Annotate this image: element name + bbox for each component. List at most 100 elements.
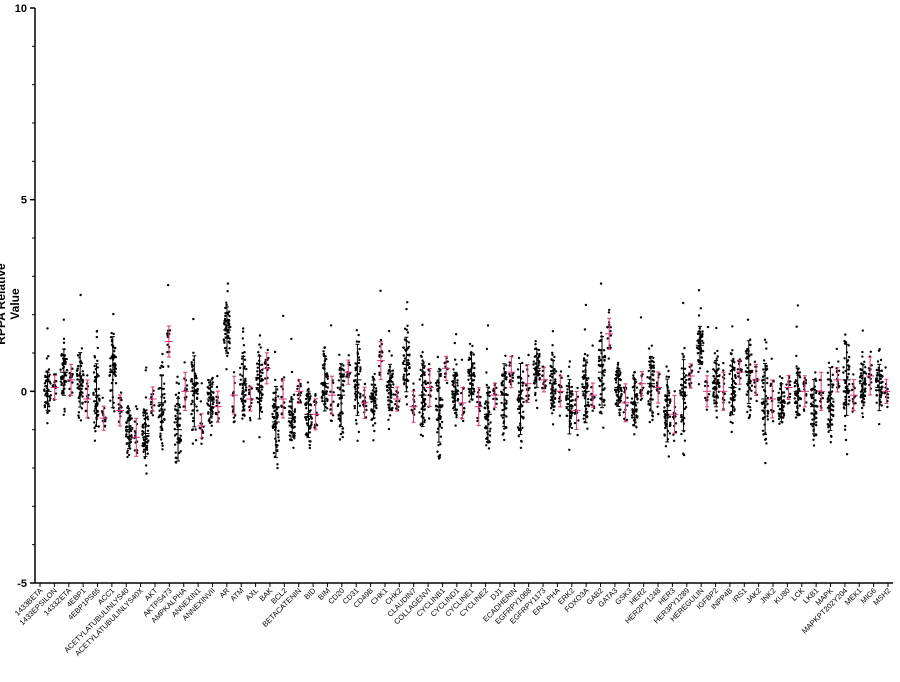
data-point: [603, 399, 606, 402]
data-point: [554, 370, 558, 373]
data-point: [468, 342, 472, 346]
data-point: [664, 414, 667, 418]
data-point: [730, 430, 733, 434]
data-point: [146, 418, 150, 421]
data-point: [391, 380, 394, 384]
data-point: [602, 349, 606, 352]
data-point: [353, 380, 356, 383]
data-point: [161, 352, 164, 356]
data-point: [553, 372, 556, 375]
data-point: [662, 410, 666, 413]
data-point: [618, 411, 621, 414]
data-point: [355, 329, 358, 332]
data-point: [440, 420, 444, 424]
data-point: [847, 372, 850, 376]
data-point: [810, 396, 813, 400]
data-point: [553, 397, 557, 400]
data-point: [370, 400, 373, 403]
data-point: [569, 417, 573, 420]
data-point: [113, 350, 116, 353]
data-point: [277, 436, 280, 439]
data-point: [306, 388, 309, 392]
data-point: [423, 371, 426, 374]
data-point: [559, 370, 563, 373]
data-point: [223, 341, 226, 344]
data-point: [68, 387, 71, 391]
data-point: [438, 454, 442, 457]
data-point: [125, 425, 128, 428]
data-point: [777, 417, 781, 421]
data-point: [699, 307, 702, 310]
data-point: [326, 407, 329, 410]
data-point: [455, 363, 458, 366]
data-point: [762, 381, 765, 385]
data-point: [568, 360, 571, 363]
data-point: [80, 387, 83, 391]
data-point: [549, 407, 553, 410]
data-point: [48, 399, 51, 402]
data-point: [194, 439, 198, 442]
data-point: [174, 451, 177, 454]
data-point: [683, 380, 686, 384]
data-point: [79, 419, 83, 422]
data-point: [112, 362, 116, 365]
data-point: [141, 433, 144, 436]
data-point: [832, 414, 835, 418]
data-point: [61, 391, 64, 394]
data-point: [766, 415, 769, 418]
data-point: [713, 385, 716, 389]
data-point: [713, 377, 717, 380]
data-point: [500, 414, 503, 417]
data-point: [371, 424, 375, 427]
data-point: [387, 380, 390, 383]
data-point: [240, 362, 244, 366]
data-point: [354, 366, 358, 369]
data-point: [224, 332, 227, 336]
data-point: [208, 381, 211, 384]
data-point: [568, 365, 571, 368]
data-point: [701, 349, 705, 353]
data-point: [408, 362, 411, 365]
data-point: [863, 388, 866, 391]
data-point: [379, 338, 383, 342]
data-point: [717, 363, 720, 367]
data-point: [483, 407, 487, 410]
data-point: [322, 350, 325, 353]
data-point: [565, 384, 569, 388]
data-point: [731, 421, 734, 425]
data-point: [174, 414, 177, 418]
data-point: [61, 375, 64, 378]
data-point: [308, 427, 311, 430]
data-point: [668, 432, 671, 435]
data-point: [211, 402, 214, 406]
data-point: [602, 356, 605, 359]
data-point: [153, 404, 156, 407]
data-point: [832, 405, 835, 408]
data-point: [109, 364, 112, 368]
data-point: [259, 406, 263, 409]
data-point: [478, 401, 482, 404]
data-point: [603, 359, 606, 362]
data-point: [142, 448, 146, 451]
data-point: [120, 398, 123, 402]
data-point: [609, 334, 612, 337]
data-point: [195, 381, 198, 384]
data-point: [225, 368, 228, 371]
data-point: [680, 432, 683, 436]
data-point: [582, 386, 586, 390]
data-point: [826, 371, 830, 374]
data-point: [765, 367, 769, 371]
data-point: [765, 442, 768, 445]
data-point: [305, 407, 308, 410]
data-point: [667, 375, 671, 379]
data-point: [120, 410, 123, 413]
data-point: [208, 387, 211, 390]
data-point: [683, 376, 686, 379]
data-point: [468, 382, 472, 385]
data-point: [606, 337, 609, 340]
data-point: [47, 375, 50, 378]
data-point: [680, 367, 683, 370]
data-point: [436, 355, 439, 359]
data-point: [512, 372, 515, 375]
data-point: [517, 400, 520, 403]
